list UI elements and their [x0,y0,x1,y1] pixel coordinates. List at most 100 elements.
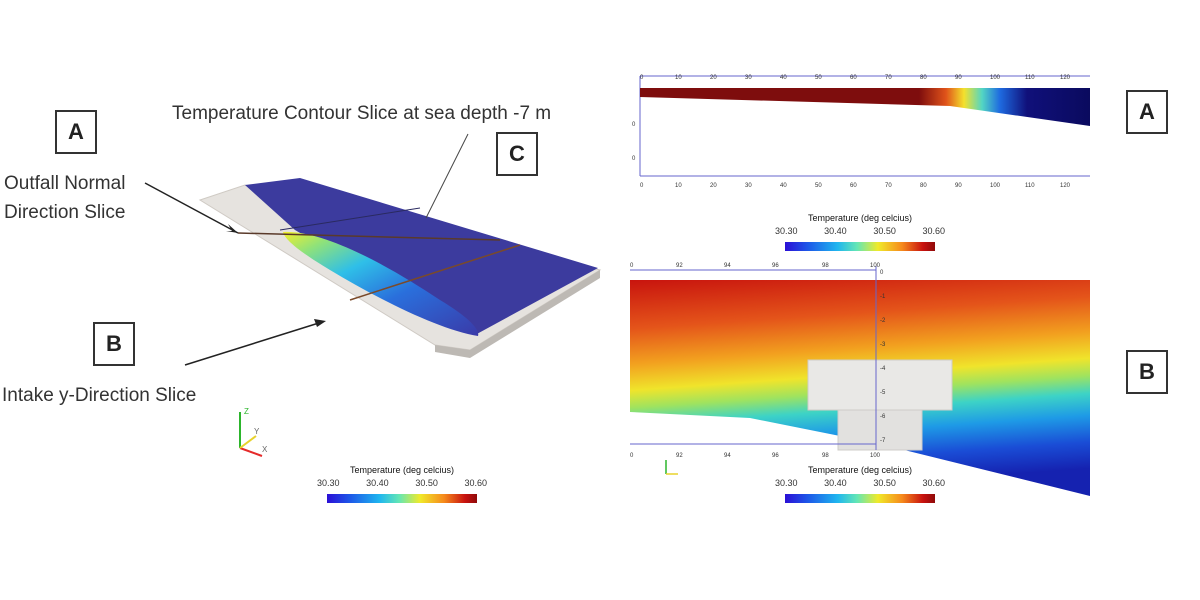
svg-text:80: 80 [920,75,927,81]
svg-text:110: 110 [1025,183,1035,189]
panel-label-b: B [1126,350,1168,394]
colorbar-left-title: Temperature (deg celcius) [349,465,455,475]
outfall-label-line2: Direction Slice [4,202,126,223]
svg-text:120: 120 [1060,75,1071,81]
intake-slice-line [349,244,521,301]
colorbar-top-ticks: 30.30 30.40 30.50 30.60 [775,226,945,236]
contour-slice-line [279,207,421,231]
label-box-b: B [93,322,135,366]
svg-text:0: 0 [880,270,884,276]
svg-text:70: 70 [885,75,892,81]
intake-arrow [184,321,323,366]
top-axis-bottom-ticks: 0 10 20 30 40 50 60 70 80 90 100 110 120 [640,183,1071,189]
outfall-label-line1: Outfall Normal [4,173,126,194]
svg-text:10: 10 [675,183,682,189]
svg-text:-5: -5 [880,390,886,396]
top-axis-top-ticks: 0 10 20 30 40 50 60 70 80 90 100 110 120 [640,75,1071,81]
intake-structure-stem [837,409,923,451]
colorbar-top-tick: 30.60 [922,226,945,236]
svg-text:0: 0 [630,263,634,269]
axes-triad: Z Y X [239,407,268,457]
svg-text:120: 120 [1060,183,1071,189]
outfall-slice-field [640,88,1090,126]
intake-structure-top [807,359,953,411]
depth-ticks: 0 -1 -2 -3 -4 -5 -6 -7 [880,270,886,444]
colorbar-bottom-tick: 30.30 [775,478,798,488]
svg-text:96: 96 [772,453,779,459]
intake-label: Intake y-Direction Slice [2,385,197,406]
svg-text:80: 80 [920,183,927,189]
bottom-axis-bottom-ticks: 0 92 94 96 98 100 [630,453,881,459]
svg-text:-7: -7 [880,438,886,444]
colorbar-left-bar [327,494,477,503]
colorbar-bottom-tick: 30.50 [873,478,896,488]
colorbar-bottom-title: Temperature (deg celcius) [807,465,913,475]
svg-text:98: 98 [822,263,829,269]
svg-text:30: 30 [745,183,752,189]
svg-text:100: 100 [990,75,1001,81]
svg-text:40: 40 [780,75,787,81]
svg-text:0: 0 [640,75,644,81]
colorbar-top-tick: 30.40 [824,226,847,236]
svg-text:96: 96 [772,263,779,269]
thermal-plume [283,231,479,336]
svg-text:100: 100 [870,263,881,269]
svg-text:92: 92 [676,263,683,269]
svg-text:50: 50 [815,183,822,189]
svg-text:90: 90 [955,183,962,189]
svg-text:-2: -2 [880,318,886,324]
svg-text:94: 94 [724,263,731,269]
panel-label-a: A [1126,90,1168,134]
svg-text:40: 40 [780,183,787,189]
svg-text:-3: -3 [880,342,886,348]
intake-arrowhead [314,319,326,327]
water-surface [245,178,598,335]
svg-text:-6: -6 [880,414,886,420]
label-box-a: A [55,110,97,154]
svg-text:100: 100 [870,453,881,459]
contour-arrow [425,133,469,219]
colorbar-left-ticks: 30.30 30.40 30.50 30.60 [317,478,487,488]
svg-text:92: 92 [676,453,683,459]
axis-x-label: X [262,445,268,454]
outfall-arrow [144,182,239,234]
colorbar-top-tick: 30.30 [775,226,798,236]
outfall-slice-line [237,232,501,241]
side-tick: 0 [632,122,636,128]
svg-text:-1: -1 [880,294,886,300]
svg-text:98: 98 [822,453,829,459]
svg-text:70: 70 [885,183,892,189]
colorbar-bottom-bar [785,494,935,503]
svg-text:50: 50 [815,75,822,81]
outfall-arrowhead [226,224,238,233]
svg-text:60: 60 [850,183,857,189]
svg-text:0: 0 [640,183,644,189]
svg-text:20: 20 [710,75,717,81]
bottom-axis-top-ticks: 0 92 94 96 98 100 [630,263,881,269]
outfall-slice-panel: 0 10 20 30 40 50 60 70 80 90 100 110 120… [632,75,1090,189]
svg-text:90: 90 [955,75,962,81]
svg-text:20: 20 [710,183,717,189]
svg-text:10: 10 [675,75,682,81]
svg-text:94: 94 [724,453,731,459]
colorbar-left-tick: 30.30 [317,478,340,488]
axis-z-label: Z [244,407,249,416]
seabed-side [435,270,600,358]
left-3d-view: Z Y X [144,133,602,457]
colorbar-left-tick: 30.40 [366,478,389,488]
svg-text:100: 100 [990,183,1001,189]
axis-y-label: Y [254,427,260,436]
colorbar-left-tick: 30.50 [415,478,438,488]
colorbar-bottom-ticks: 30.30 30.40 30.50 30.60 [775,478,945,488]
colorbar-top-bar [785,242,935,251]
contour-label: Temperature Contour Slice at sea depth -… [172,103,552,124]
side-tick: 0 [632,156,636,162]
svg-text:30: 30 [745,75,752,81]
colorbar-bottom-tick: 30.40 [824,478,847,488]
svg-text:-4: -4 [880,366,886,372]
svg-text:60: 60 [850,75,857,81]
svg-text:0: 0 [630,453,634,459]
intake-slice-panel: 0 92 94 96 98 100 0 92 94 96 98 100 0 -1… [630,263,1090,496]
svg-text:110: 110 [1025,75,1035,81]
label-box-c: C [496,132,538,176]
